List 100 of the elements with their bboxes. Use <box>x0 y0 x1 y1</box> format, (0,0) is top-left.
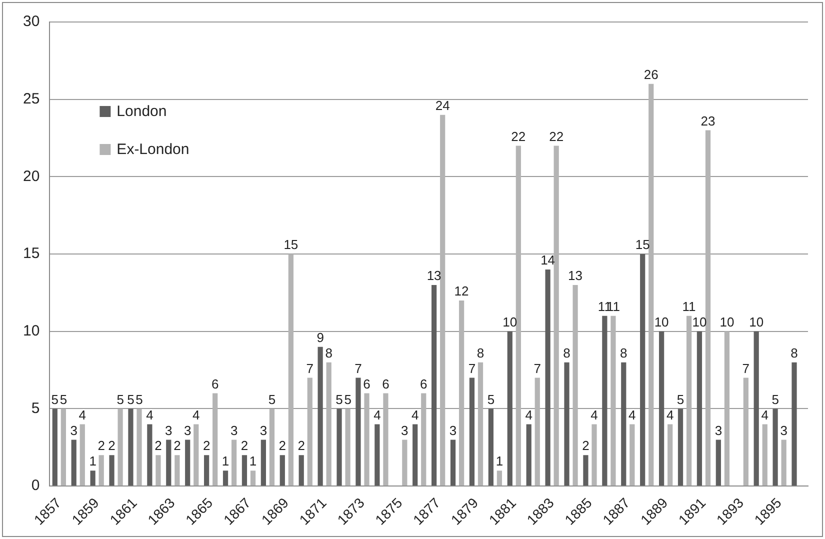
data-label: 10 <box>502 314 518 330</box>
data-label: 5 <box>676 392 684 407</box>
bar <box>592 424 597 486</box>
data-label: 22 <box>549 128 564 144</box>
bar <box>374 424 380 486</box>
bar <box>534 378 540 486</box>
data-label: 2 <box>108 438 116 454</box>
data-label: 13 <box>568 268 583 284</box>
data-label: 8 <box>620 345 628 360</box>
bar <box>431 284 437 486</box>
data-label: 4 <box>146 407 154 422</box>
bar <box>640 254 646 486</box>
data-label: 13 <box>426 268 442 284</box>
bar <box>402 440 408 486</box>
data-label: 23 <box>700 113 716 128</box>
data-label: 7 <box>306 360 314 376</box>
bar <box>185 440 190 486</box>
bar <box>194 424 199 486</box>
bar <box>345 408 350 486</box>
bar <box>212 393 218 486</box>
bar <box>80 424 85 486</box>
data-label: 2 <box>174 438 181 454</box>
data-label: 3 <box>780 422 788 438</box>
bar <box>526 424 532 486</box>
bar <box>678 408 684 486</box>
data-label: 6 <box>420 376 428 392</box>
bar <box>231 440 237 486</box>
bar <box>336 408 342 486</box>
bar <box>307 378 312 486</box>
bar <box>260 440 266 486</box>
data-label: 15 <box>635 237 650 252</box>
bar <box>743 378 748 486</box>
data-label: 4 <box>411 407 419 422</box>
bar <box>118 408 123 486</box>
y-tick-label: 5 <box>31 400 40 417</box>
data-label: 5 <box>268 392 276 407</box>
data-label: 5 <box>136 392 143 407</box>
bar <box>204 455 210 486</box>
y-tick-label: 25 <box>22 90 40 108</box>
data-label: 8 <box>476 345 484 360</box>
data-label: 5 <box>127 392 134 407</box>
data-label: 3 <box>260 422 268 438</box>
data-label: 4 <box>192 407 200 422</box>
data-label: 2 <box>98 438 105 454</box>
data-label: 2 <box>240 438 248 454</box>
bar <box>90 470 96 486</box>
data-label: 5 <box>60 392 68 407</box>
data-label: 4 <box>78 407 86 422</box>
data-label: 3 <box>184 422 192 438</box>
data-label: 7 <box>354 360 362 376</box>
bar <box>516 146 521 486</box>
data-label: 3 <box>70 422 78 438</box>
bar <box>716 440 721 486</box>
data-label: 8 <box>563 345 570 360</box>
bar <box>250 470 256 486</box>
bar <box>507 331 512 486</box>
data-label: 4 <box>761 407 768 422</box>
data-label: 10 <box>692 314 707 330</box>
bar <box>298 455 304 486</box>
data-label: 7 <box>468 360 476 376</box>
data-label: 22 <box>511 128 526 144</box>
bar <box>222 470 228 486</box>
bar <box>545 270 550 486</box>
data-label: 6 <box>382 376 390 392</box>
data-label: 2 <box>278 438 286 454</box>
bar <box>364 393 370 486</box>
bar <box>610 316 616 486</box>
bar <box>109 455 114 486</box>
y-tick-label: 30 <box>22 13 40 30</box>
data-label: 3 <box>401 422 408 438</box>
bar <box>269 408 275 486</box>
bar <box>174 455 180 486</box>
legend-label: London <box>116 103 167 120</box>
bar <box>478 362 484 486</box>
bar <box>762 424 768 486</box>
bar <box>147 424 152 486</box>
bar <box>754 331 759 486</box>
bar <box>450 440 456 486</box>
bar <box>440 114 446 486</box>
bar <box>52 408 58 486</box>
bar <box>71 440 76 486</box>
data-label: 10 <box>720 314 734 330</box>
bar <box>383 393 388 486</box>
data-label: 5 <box>772 392 779 407</box>
bar <box>724 331 730 486</box>
bar <box>60 408 66 486</box>
y-tick-label: 10 <box>22 322 40 340</box>
data-label: 5 <box>51 392 59 407</box>
bar <box>705 130 711 486</box>
bar <box>696 331 702 486</box>
data-label: 5 <box>336 392 343 407</box>
data-label: 7 <box>534 360 541 376</box>
bar <box>280 455 285 486</box>
bar <box>686 316 692 486</box>
bar <box>242 455 248 486</box>
data-label: 10 <box>654 314 669 330</box>
legend-label: Ex-London <box>116 141 190 158</box>
data-label: 4 <box>628 407 636 422</box>
bar <box>166 440 172 486</box>
bar <box>648 84 654 486</box>
